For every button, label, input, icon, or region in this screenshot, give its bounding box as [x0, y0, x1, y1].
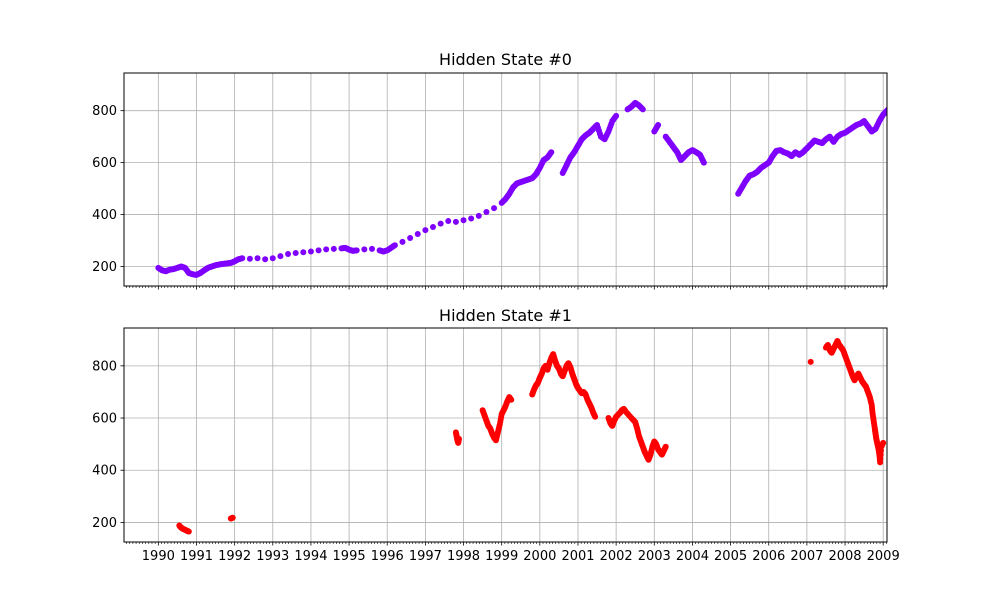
scatter-layer — [176, 338, 887, 535]
data-point — [414, 231, 421, 238]
data-point — [455, 435, 462, 442]
data-point — [807, 358, 814, 365]
subplot-hidden-state-0: Hidden State #0 200 400 600 800 — [92, 50, 888, 290]
x-tick-label: 2004 — [676, 549, 709, 564]
data-point — [548, 149, 555, 156]
data-point — [508, 396, 515, 403]
data-point — [475, 212, 482, 219]
scatter-layer — [155, 99, 887, 278]
plot-frame — [123, 72, 888, 287]
data-point — [700, 159, 707, 166]
data-point — [430, 224, 437, 231]
data-point — [662, 443, 669, 450]
data-point — [407, 234, 414, 241]
data-point — [254, 255, 261, 262]
data-point — [880, 439, 887, 446]
x-tick-label: 2002 — [600, 549, 633, 564]
data-point — [361, 246, 368, 253]
y-tick-label: 200 — [92, 260, 117, 275]
data-point — [399, 238, 406, 245]
x-tick-label: 2003 — [638, 549, 671, 564]
data-point — [655, 121, 662, 128]
x-tick-label: 1992 — [218, 549, 251, 564]
x-tick-label: 2005 — [714, 549, 747, 564]
plot-frame — [123, 327, 888, 543]
data-point — [269, 255, 276, 262]
y-tick-label: 600 — [92, 412, 117, 427]
data-point — [285, 251, 292, 258]
y-tick-label: 800 — [92, 359, 117, 374]
data-point — [422, 227, 429, 234]
data-point — [229, 514, 236, 521]
subplot-hidden-state-1: Hidden State #1 200 400 600 800 1990 1991 1992… — [92, 306, 900, 564]
data-point — [185, 528, 192, 535]
x-tick-label: 2006 — [752, 549, 785, 564]
data-point — [239, 255, 246, 262]
data-point — [330, 245, 337, 252]
data-points — [155, 99, 887, 278]
data-point — [307, 248, 314, 255]
data-point — [613, 112, 620, 119]
y-tick-label: 200 — [92, 516, 117, 531]
x-tick-label: 1993 — [256, 549, 289, 564]
data-point — [452, 218, 459, 225]
data-point — [491, 205, 498, 212]
data-point — [315, 247, 322, 254]
x-tick-label: 2000 — [523, 549, 556, 564]
x-tick-label: 1999 — [485, 549, 518, 564]
data-point — [639, 106, 646, 113]
y-tick-label: 800 — [92, 104, 117, 119]
data-point — [300, 249, 307, 256]
data-point — [592, 413, 599, 420]
data-point — [246, 255, 253, 262]
data-point — [368, 245, 375, 252]
data-point — [353, 247, 360, 254]
x-tick-label: 2009 — [867, 549, 900, 564]
data-point — [292, 250, 299, 257]
x-tick-label: 2008 — [828, 549, 861, 564]
x-tick-label: 1996 — [371, 549, 404, 564]
x-tick-label: 2007 — [790, 549, 823, 564]
x-tick-label: 1994 — [294, 549, 327, 564]
data-point — [445, 218, 452, 225]
data-point — [262, 256, 269, 263]
x-tick-label: 1990 — [142, 549, 175, 564]
data-point — [323, 246, 330, 253]
data-point — [437, 220, 444, 227]
axes: 200 400 600 800 1990 1991 1992 1993 1994 1995 1996… — [92, 359, 900, 564]
y-tick-label: 400 — [92, 464, 117, 479]
data-point — [483, 208, 490, 215]
data-point — [391, 242, 398, 249]
data-points — [176, 338, 887, 535]
y-tick-label: 400 — [92, 208, 117, 223]
y-tick-label: 600 — [92, 156, 117, 171]
subplot-title: Hidden State #1 — [439, 306, 572, 325]
x-tick-label: 2001 — [561, 549, 594, 564]
data-point — [277, 253, 284, 260]
data-point — [468, 215, 475, 222]
x-tick-label: 1997 — [409, 549, 442, 564]
data-point — [460, 217, 467, 224]
x-tick-label: 1991 — [180, 549, 213, 564]
subplot-title: Hidden State #0 — [439, 50, 572, 69]
x-tick-label: 1995 — [333, 549, 366, 564]
x-tick-label: 1998 — [447, 549, 480, 564]
axes: 200 400 600 800 — [92, 104, 887, 290]
